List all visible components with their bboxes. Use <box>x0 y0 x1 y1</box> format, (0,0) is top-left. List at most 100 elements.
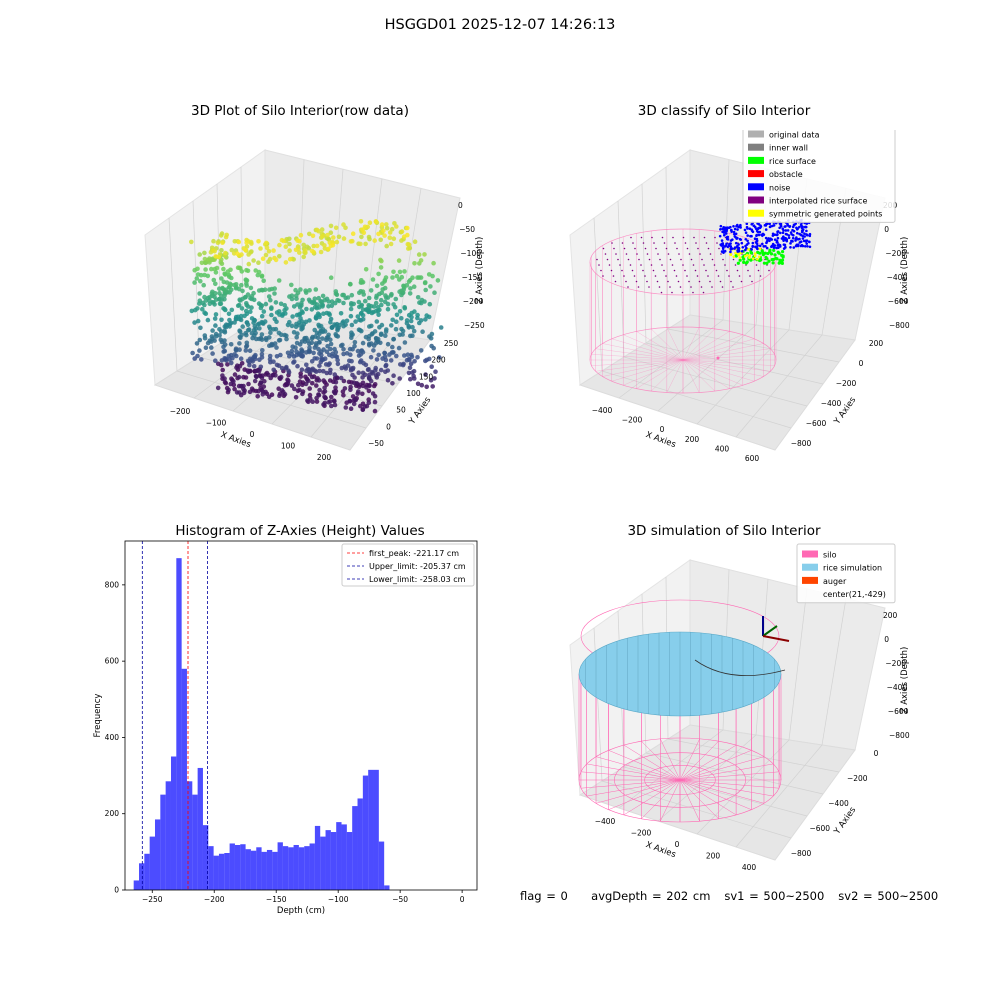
data-point <box>253 352 258 358</box>
data-point <box>278 374 284 380</box>
data-point <box>259 375 265 381</box>
silo-floor-spoke <box>623 744 681 781</box>
noise-point <box>808 234 812 238</box>
data-point <box>378 367 384 373</box>
data-point <box>322 356 328 361</box>
data-point <box>283 260 289 265</box>
noise-point <box>801 237 805 240</box>
rice-surface-point <box>780 250 785 254</box>
noise-point <box>805 233 809 237</box>
data-point <box>256 260 261 265</box>
panel2-title: 3D classify of Silo Interior <box>637 103 811 119</box>
data-point <box>399 316 404 321</box>
data-point <box>244 320 250 325</box>
surface-point <box>701 258 703 261</box>
data-point <box>197 291 202 296</box>
silo-floor-spoke <box>651 328 684 361</box>
histogram-bar <box>192 794 198 890</box>
data-point <box>397 376 403 381</box>
x-tick-label: −50 <box>392 895 408 904</box>
data-point <box>324 310 330 316</box>
y-tick-label: 0 <box>386 422 391 431</box>
data-point <box>307 392 313 398</box>
data-point <box>366 388 372 394</box>
z-tick-label: 0 <box>884 225 889 234</box>
surface-point <box>726 269 728 272</box>
noise-point <box>719 224 723 228</box>
legend-swatch <box>802 576 818 584</box>
surface-point <box>694 269 697 272</box>
data-point <box>306 378 311 384</box>
data-point <box>352 340 358 345</box>
noise-point <box>722 233 726 237</box>
data-point <box>324 370 330 376</box>
grid-line <box>168 217 178 372</box>
rice-surface-point <box>736 261 740 265</box>
data-point <box>321 368 326 374</box>
noise-point <box>796 227 799 231</box>
data-point <box>378 257 383 263</box>
noise-point <box>778 231 782 235</box>
data-point <box>385 341 391 347</box>
data-point <box>383 333 388 338</box>
noise-point <box>789 242 792 245</box>
sv2-text: sv2 = 500~2500 <box>838 889 939 903</box>
data-point <box>389 226 395 232</box>
data-point <box>282 392 288 397</box>
silo-floor-spoke <box>682 359 730 389</box>
surface-point <box>720 253 722 255</box>
data-point <box>266 294 272 299</box>
silo-floor-spoke <box>682 359 700 393</box>
noise-point <box>722 231 726 234</box>
silo-floor-spoke <box>586 779 681 797</box>
histogram-bar <box>266 849 273 890</box>
silo-floor-spoke <box>660 738 681 781</box>
data-point <box>215 240 221 246</box>
histogram-bar <box>277 842 283 890</box>
data-point <box>228 267 233 273</box>
grid-line <box>601 780 792 839</box>
data-point <box>328 223 334 229</box>
noise-point <box>782 239 785 242</box>
y-tick-label: −50 <box>368 439 384 448</box>
data-point <box>299 347 304 352</box>
data-point <box>222 379 228 385</box>
data-point <box>209 345 214 350</box>
data-point <box>313 334 318 339</box>
data-point <box>405 232 410 238</box>
data-point <box>219 276 224 281</box>
simulation-3d-plot: −400 −200 0 200 400 −800 −600 −400 −200 0 200 0 −200… <box>569 543 910 872</box>
data-point <box>376 231 381 237</box>
surface-point <box>663 269 665 272</box>
surface-point <box>612 275 615 277</box>
data-point <box>344 351 350 356</box>
data-point <box>307 345 312 350</box>
data-point <box>222 338 227 343</box>
data-point <box>312 327 317 333</box>
noise-point <box>790 239 793 243</box>
data-point <box>195 272 201 277</box>
surface-point <box>615 253 617 255</box>
data-point <box>287 241 292 247</box>
data-point <box>278 352 283 358</box>
data-point <box>248 309 253 314</box>
data-point <box>297 379 303 384</box>
noise-point <box>719 228 722 231</box>
data-point <box>276 386 281 392</box>
data-point <box>382 354 388 359</box>
data-point <box>356 299 362 305</box>
silo-floor-ring <box>614 752 746 808</box>
noise-point <box>729 228 733 232</box>
noise-point <box>736 249 739 252</box>
data-point <box>360 316 366 322</box>
data-point <box>232 352 237 357</box>
data-point <box>401 283 406 289</box>
data-point <box>316 322 321 328</box>
surface-point <box>722 258 724 261</box>
triad-y <box>762 625 778 637</box>
histogram-bar <box>304 846 310 890</box>
histogram-bar <box>368 769 374 890</box>
symmetric-point <box>738 251 742 255</box>
data-point <box>358 358 364 363</box>
histogram-bar <box>282 846 289 890</box>
